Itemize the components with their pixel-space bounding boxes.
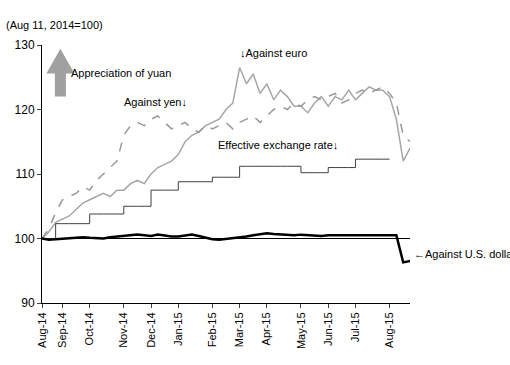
svg-text:←Against U.S. dollar: ←Against U.S. dollar: [414, 248, 510, 260]
svg-text:100: 100: [15, 232, 35, 246]
svg-text:90: 90: [21, 296, 35, 310]
svg-text:Aug-14: Aug-14: [36, 312, 48, 347]
svg-text:Appreciation of yuan: Appreciation of yuan: [71, 67, 171, 79]
svg-text:Effective exchange rate↓: Effective exchange rate↓: [218, 139, 338, 151]
svg-text:(Aug 11, 2014=100): (Aug 11, 2014=100): [6, 19, 103, 31]
svg-text:Jun-15: Jun-15: [322, 312, 334, 346]
svg-text:Sep-14: Sep-14: [56, 312, 68, 347]
svg-text:120: 120: [15, 103, 35, 117]
svg-text:Jul-15: Jul-15: [349, 312, 361, 342]
svg-text:↓Against euro: ↓Against euro: [240, 47, 307, 59]
svg-text:Feb-15: Feb-15: [206, 312, 218, 347]
svg-text:Oct-14: Oct-14: [83, 312, 95, 345]
svg-text:Against yen↓: Against yen↓: [124, 96, 187, 108]
svg-text:110: 110: [15, 167, 34, 181]
svg-text:May-15: May-15: [295, 312, 307, 349]
svg-text:Apr-15: Apr-15: [260, 312, 272, 345]
svg-text:Aug-15: Aug-15: [383, 312, 395, 347]
svg-text:130: 130: [15, 38, 35, 52]
svg-text:Nov-14: Nov-14: [117, 312, 129, 347]
svg-text:Jan-15: Jan-15: [172, 312, 184, 346]
svg-text:Mar-15: Mar-15: [233, 312, 245, 347]
svg-text:Dec-14: Dec-14: [145, 312, 157, 347]
